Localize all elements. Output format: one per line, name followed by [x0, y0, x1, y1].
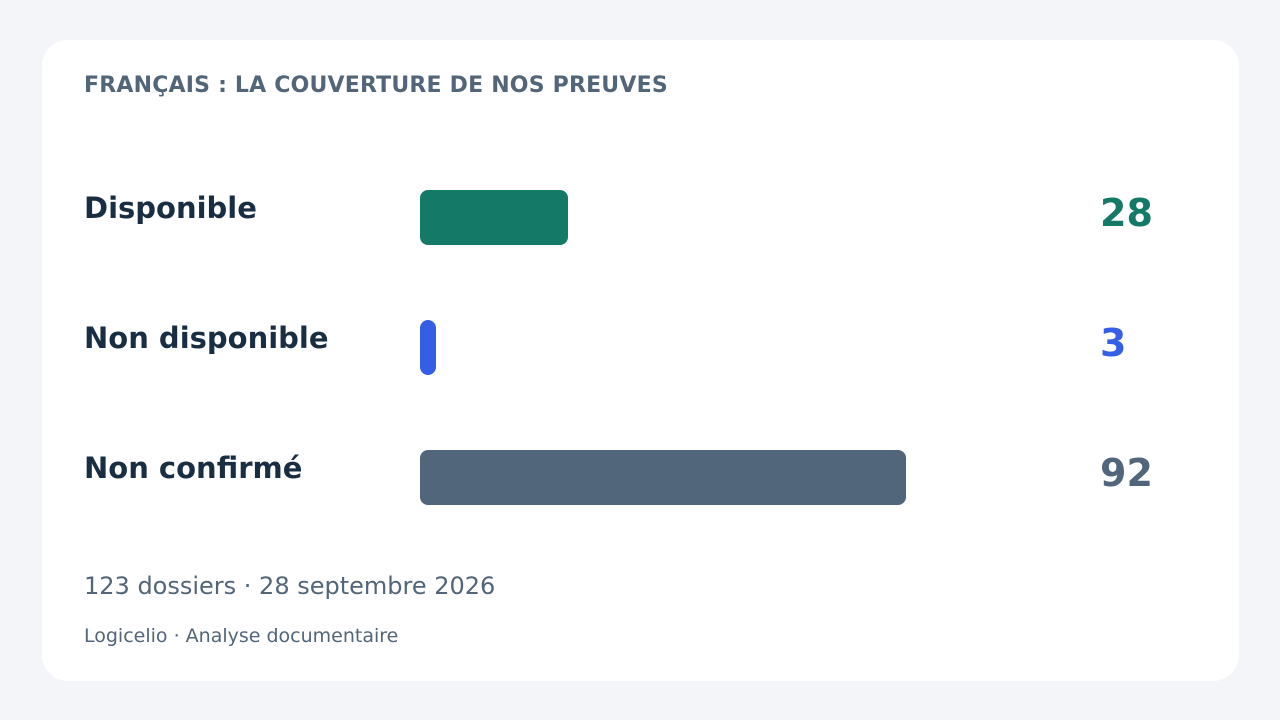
brand-text: Logicelio · Analyse documentaire	[84, 625, 399, 647]
category-label: Non disponible	[84, 321, 329, 355]
bar	[420, 320, 436, 375]
bar-track	[420, 450, 980, 506]
chart-title: FRANÇAIS : LA COUVERTURE DE NOS PREUVES	[84, 73, 668, 98]
bar	[420, 450, 907, 505]
category-label: Non confirmé	[84, 451, 303, 485]
bar-track	[420, 320, 980, 376]
bar-row: Disponible 28	[42, 190, 1239, 246]
value-label: 92	[1100, 451, 1153, 495]
category-label: Disponible	[84, 191, 257, 225]
value-label: 28	[1100, 191, 1153, 235]
bar	[420, 190, 568, 245]
bar-track	[420, 190, 980, 246]
summary-text: 123 dossiers · 28 septembre 2026	[84, 572, 496, 600]
chart-card: FRANÇAIS : LA COUVERTURE DE NOS PREUVES …	[42, 40, 1239, 681]
bar-row: Non disponible 3	[42, 320, 1239, 376]
value-label: 3	[1100, 321, 1127, 365]
bar-row: Non confirmé 92	[42, 450, 1239, 506]
